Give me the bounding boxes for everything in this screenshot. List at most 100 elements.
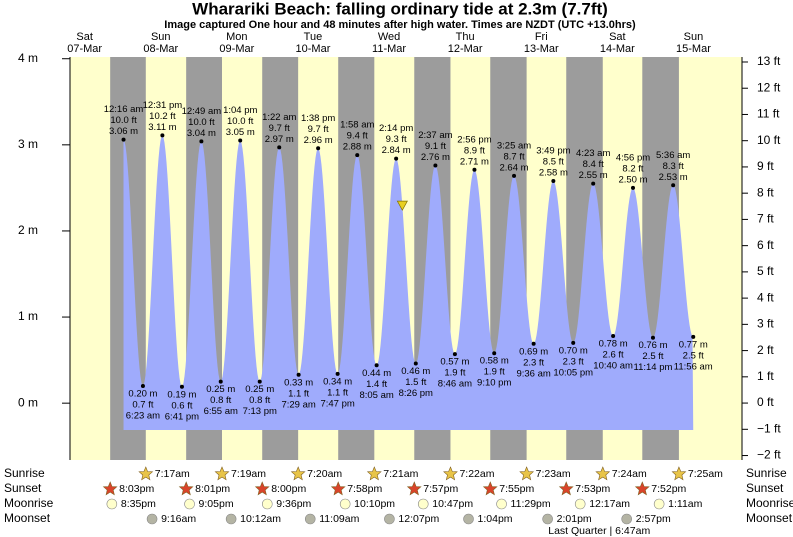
tide-label: 2.58 m — [539, 168, 568, 179]
moonset-icon — [463, 513, 474, 525]
tide-label: 3.04 m — [187, 128, 216, 139]
y2-tick-label: 9 ft — [757, 159, 774, 173]
tide-label: 2.53 m — [659, 172, 688, 183]
tide-point — [160, 133, 165, 138]
tide-label: 9.7 ft — [269, 123, 290, 134]
tide-label: 0.34 m — [323, 376, 352, 387]
moonrise-time: 9:36pm — [276, 498, 311, 510]
tide-point — [296, 372, 301, 377]
tide-label: 0.44 m — [362, 368, 391, 379]
day-name: Thu — [456, 31, 475, 43]
tide-label: 0.25 m — [245, 384, 274, 395]
day-date: 08-Mar — [143, 43, 178, 55]
y2-tick-label: 3 ft — [757, 317, 774, 331]
day-name: Mon — [226, 31, 247, 43]
day-name: Sun — [684, 31, 704, 43]
sunset-time: 8:01pm — [195, 483, 230, 495]
sunset-icon — [178, 481, 194, 496]
tide-point — [650, 335, 655, 340]
tide-label: 10.0 ft — [110, 115, 137, 126]
row-label: Moonset — [4, 511, 51, 525]
chart-title: Wharariki Beach: falling ordinary tide a… — [192, 0, 608, 18]
day-name: Wed — [378, 31, 400, 43]
tide-point — [257, 379, 262, 384]
moon-phase: Last Quarter | 6:47am — [548, 525, 650, 537]
tide-label: 2.97 m — [265, 134, 294, 145]
tide-label: 8.4 ft — [583, 159, 604, 170]
sunset-icon — [634, 481, 650, 496]
tide-label: 2.6 ft — [603, 350, 624, 361]
sunset-icon — [482, 481, 498, 496]
tide-point — [492, 351, 497, 356]
tide-label: 6:55 am — [204, 406, 238, 417]
moonset-time: 11:09am — [319, 513, 359, 525]
tide-point — [355, 153, 360, 158]
tide-label: 6:41 pm — [165, 411, 199, 422]
tide-label: 6:23 am — [126, 410, 160, 421]
tide-label: 1:22 am — [262, 112, 296, 123]
tide-point — [512, 173, 517, 178]
tide-label: 2.96 m — [304, 135, 333, 146]
tide-label: 1.5 ft — [405, 377, 426, 388]
y2-tick-label: 1 ft — [757, 369, 774, 383]
tide-label: 2.50 m — [618, 174, 647, 185]
tide-label: 3:49 pm — [536, 146, 570, 157]
tide-label: 1.9 ft — [484, 367, 505, 378]
sunrise-time: 7:20am — [307, 468, 342, 480]
tide-label: 0.8 ft — [210, 395, 231, 406]
sunrise-time: 7:23am — [536, 468, 571, 480]
tide-point — [671, 183, 676, 188]
chart-subtitle: Image captured One hour and 48 minutes a… — [164, 19, 636, 31]
moonrise-icon — [653, 498, 665, 510]
tide-point — [531, 341, 536, 346]
moonrise-icon — [574, 498, 586, 510]
y2-tick-label: 10 ft — [757, 133, 781, 147]
tide-label: 2.55 m — [579, 170, 608, 181]
moonset-icon — [384, 513, 395, 525]
tide-label: 10:40 am — [593, 361, 633, 372]
day-date: 12-Mar — [448, 43, 483, 55]
y2-tick-label: 2 ft — [757, 343, 774, 357]
tide-label: 8.5 ft — [543, 157, 564, 168]
moonrise-time: 10:10pm — [354, 498, 395, 510]
tide-label: 2.3 ft — [563, 356, 584, 367]
tide-label: 1:38 pm — [301, 113, 335, 124]
day-name: Sun — [151, 31, 171, 43]
sunrise-icon — [443, 466, 458, 481]
day-name: Fri — [535, 31, 548, 43]
moonset-icon — [146, 513, 158, 525]
tide-label: 1:04 pm — [223, 105, 257, 116]
tide-label: 8.2 ft — [622, 163, 643, 174]
tide-label: 8:05 am — [359, 390, 393, 401]
tide-label: 0.57 m — [440, 357, 469, 368]
y2-tick-label: −2 ft — [757, 448, 781, 462]
sunrise-time: 7:22am — [459, 468, 494, 480]
sunrise-icon — [290, 466, 306, 481]
tide-label: 0.69 m — [519, 346, 548, 357]
moonset-time: 9:16am — [161, 513, 196, 525]
tide-label: 7:29 am — [281, 399, 315, 410]
tide-point — [551, 179, 556, 183]
day-date: 13-Mar — [524, 43, 559, 55]
sunset-icon — [254, 481, 270, 496]
tide-point — [571, 340, 576, 345]
y2-tick-label: 7 ft — [757, 212, 774, 226]
sunrise-time: 7:17am — [155, 468, 190, 480]
y-tick-label: 1 m — [18, 309, 38, 323]
tide-label: 10:05 pm — [553, 367, 593, 378]
tide-label: 3.05 m — [226, 127, 255, 138]
tide-point — [179, 384, 184, 389]
tide-label: 0.76 m — [638, 340, 667, 351]
tide-label: 1.9 ft — [444, 368, 465, 379]
tide-label: 2.88 m — [343, 142, 372, 153]
tide-label: 8.7 ft — [503, 151, 524, 162]
tide-label: 2.76 m — [421, 152, 450, 163]
day-name: Sat — [609, 31, 626, 43]
sunrise-icon — [366, 466, 382, 481]
tide-label: 0.70 m — [559, 345, 588, 356]
moonrise-icon — [496, 498, 507, 510]
tide-label: 12:16 am — [104, 104, 144, 115]
tide-point — [452, 352, 457, 357]
sunrise-icon — [671, 466, 687, 481]
sunrise-icon — [519, 466, 535, 481]
